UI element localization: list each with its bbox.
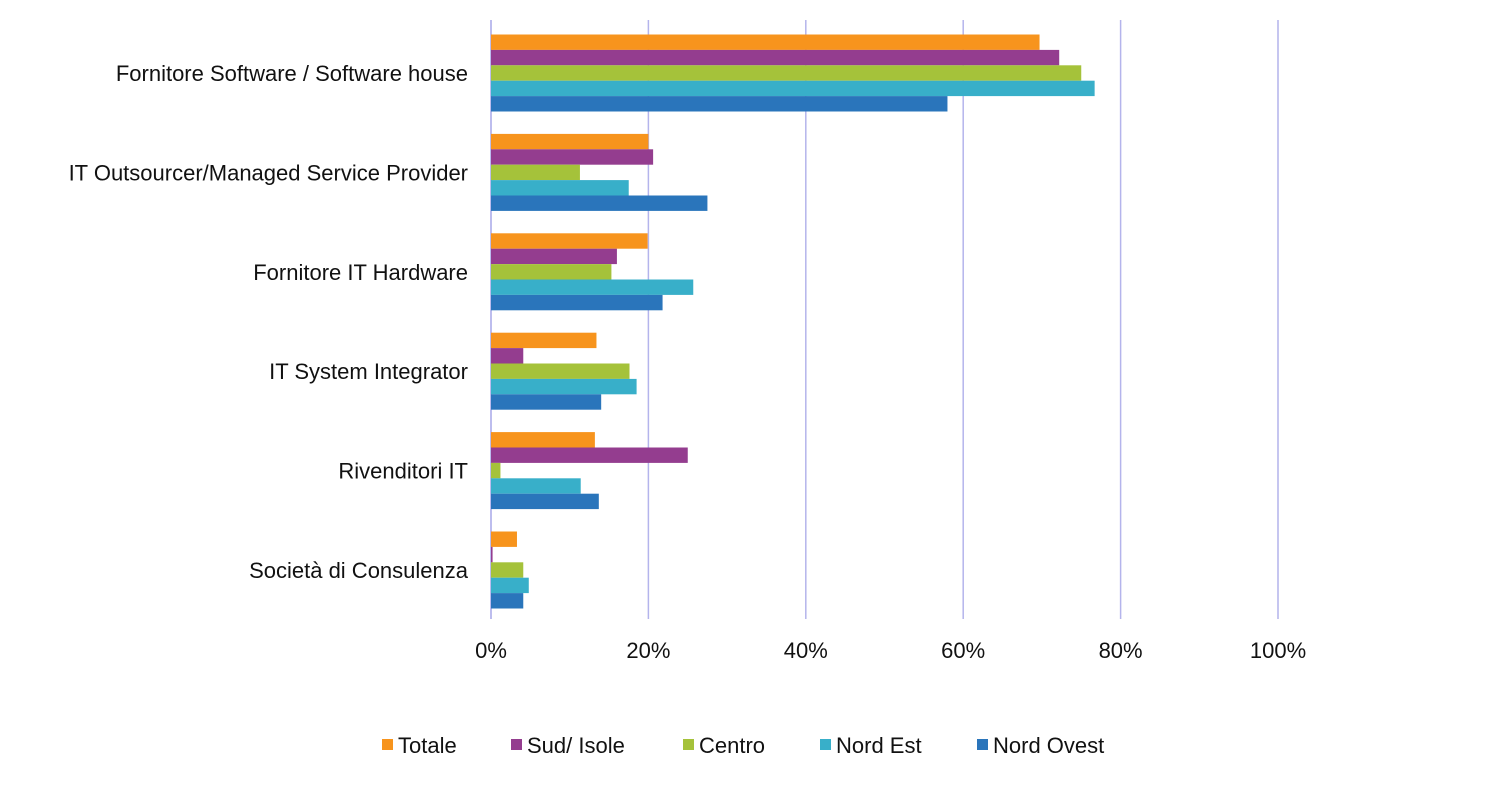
- legend-item: Totale: [382, 733, 457, 758]
- bar: [491, 348, 524, 364]
- bar: [491, 149, 654, 165]
- bar: [491, 248, 617, 265]
- bar: [491, 531, 517, 547]
- category-label: IT System Integrator: [269, 359, 468, 384]
- bar: [491, 164, 580, 181]
- bar: [491, 80, 1095, 97]
- bar: [491, 363, 630, 379]
- legend-item: Centro: [683, 733, 765, 758]
- bar: [491, 65, 1082, 81]
- x-tick-label: 80%: [1099, 638, 1143, 663]
- legend-item: Nord Est: [820, 733, 922, 758]
- bars: [491, 34, 1095, 609]
- bar: [491, 195, 708, 211]
- x-tick-label: 60%: [941, 638, 985, 663]
- legend-swatch: [820, 739, 831, 750]
- legend-item: Nord Ovest: [977, 733, 1104, 758]
- bar: [491, 378, 637, 395]
- legend-swatch: [683, 739, 694, 750]
- bar: [491, 96, 948, 112]
- bar: [491, 279, 694, 295]
- legend: Totale Sud/ Isole Centro Nord Est Nord Ovest: [382, 733, 1104, 758]
- bar: [491, 180, 629, 196]
- bar: [491, 432, 595, 448]
- legend-swatch: [511, 739, 522, 750]
- category-labels: Fornitore Software / Software house IT Ou…: [69, 61, 469, 583]
- legend-swatch: [382, 739, 393, 750]
- category-label: Fornitore IT Hardware: [253, 260, 468, 285]
- bar: [491, 462, 501, 479]
- bar: [491, 264, 612, 280]
- x-tick-label: 0%: [475, 638, 507, 663]
- x-axis-ticks: 0% 20% 40% 60% 80% 100%: [475, 638, 1306, 663]
- bar: [491, 478, 581, 494]
- legend-swatch: [977, 739, 988, 750]
- legend-label: Centro: [699, 733, 765, 758]
- bar: [491, 332, 597, 349]
- bar: [491, 546, 493, 563]
- legend-label: Nord Est: [836, 733, 922, 758]
- bar: [491, 447, 688, 463]
- bar: [491, 34, 1040, 50]
- bar: [491, 562, 524, 578]
- bar: [491, 394, 602, 410]
- bar: [491, 233, 648, 249]
- bar: [491, 577, 529, 594]
- bar: [491, 493, 599, 510]
- x-tick-label: 100%: [1250, 638, 1306, 663]
- bar: [491, 49, 1060, 66]
- legend-label: Sud/ Isole: [527, 733, 625, 758]
- bar: [491, 593, 524, 609]
- legend-item: Sud/ Isole: [511, 733, 625, 758]
- bar: [491, 133, 649, 150]
- bar: [491, 294, 663, 311]
- x-tick-label: 20%: [626, 638, 670, 663]
- legend-label: Nord Ovest: [993, 733, 1104, 758]
- gridlines: [490, 20, 1279, 619]
- x-tick-label: 40%: [784, 638, 828, 663]
- category-label: Società di Consulenza: [249, 558, 469, 583]
- category-label: Fornitore Software / Software house: [116, 61, 468, 86]
- category-label: Rivenditori IT: [338, 459, 468, 484]
- category-label: IT Outsourcer/Managed Service Provider: [69, 160, 468, 185]
- legend-label: Totale: [398, 733, 457, 758]
